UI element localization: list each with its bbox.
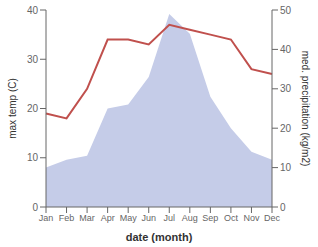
svg-text:Jan: Jan xyxy=(39,213,54,223)
svg-text:Nov: Nov xyxy=(243,213,260,223)
svg-text:20: 20 xyxy=(27,103,39,114)
svg-text:Aug: Aug xyxy=(182,213,198,223)
svg-text:med. precipitation (kg/m2): med. precipitation (kg/m2) xyxy=(300,51,310,167)
svg-text:10: 10 xyxy=(27,152,39,163)
svg-text:50: 50 xyxy=(280,5,292,16)
svg-text:Mar: Mar xyxy=(79,213,95,223)
svg-text:Sep: Sep xyxy=(202,213,218,223)
svg-text:Oct: Oct xyxy=(224,213,239,223)
svg-text:10: 10 xyxy=(280,162,292,173)
svg-text:0: 0 xyxy=(280,202,286,213)
svg-text:Apr: Apr xyxy=(101,213,115,223)
svg-text:Jun: Jun xyxy=(141,213,156,223)
svg-text:40: 40 xyxy=(27,5,39,16)
svg-text:40: 40 xyxy=(280,44,292,55)
svg-text:Jul: Jul xyxy=(164,213,176,223)
svg-text:20: 20 xyxy=(280,123,292,134)
svg-text:max temp (C): max temp (C) xyxy=(8,78,18,139)
svg-text:May: May xyxy=(120,213,138,223)
svg-text:30: 30 xyxy=(27,54,39,65)
svg-text:date (month): date (month) xyxy=(126,231,193,243)
svg-text:Feb: Feb xyxy=(59,213,75,223)
svg-text:Dec: Dec xyxy=(264,213,281,223)
svg-text:0: 0 xyxy=(32,202,38,213)
svg-text:30: 30 xyxy=(280,83,292,94)
